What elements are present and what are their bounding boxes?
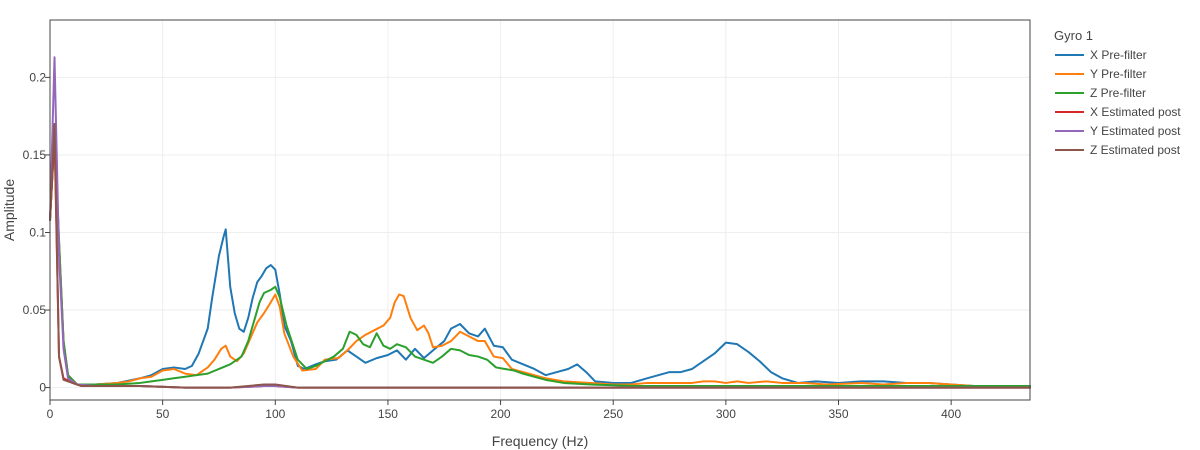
y-tick-label: 0.1 xyxy=(29,225,46,239)
x-tick-label: 50 xyxy=(156,407,170,421)
plot-series xyxy=(49,56,1031,389)
legend: Gyro 1 X Pre-filter Y Pre-filter Z Pre-fil… xyxy=(1054,28,1181,157)
legend-label-6: Z Estimated post xyxy=(1090,143,1181,157)
x-tick-label: 350 xyxy=(828,407,848,421)
x-tick-label: 100 xyxy=(265,407,285,421)
legend-label-3: Z Pre-filter xyxy=(1090,86,1146,100)
y-tick-label: 0 xyxy=(39,381,46,395)
legend-title: Gyro 1 xyxy=(1054,28,1093,43)
x-tick-label: 400 xyxy=(941,407,961,421)
series-line-1 xyxy=(49,130,1031,388)
legend-items: X Pre-filter Y Pre-filter Z Pre-filter X Es… xyxy=(1055,48,1181,157)
x-tick-label: 200 xyxy=(491,407,511,421)
legend-label-4: X Estimated post xyxy=(1090,105,1181,119)
legend-label-2: Y Pre-filter xyxy=(1090,67,1146,81)
x-axis-ticks: 0 50 100 150 200 250 300 350 400 xyxy=(47,400,961,421)
series-line-3 xyxy=(49,135,1031,388)
y-axis-ticks: 0 0.05 0.1 0.15 0.2 xyxy=(23,70,50,395)
y-tick-label: 0.15 xyxy=(23,148,47,162)
x-axis-title: Frequency (Hz) xyxy=(492,433,588,449)
x-tick-label: 0 xyxy=(47,407,54,421)
y-axis-title: Amplitude xyxy=(1,179,17,241)
y-tick-label: 0.05 xyxy=(23,303,47,317)
y-tick-label: 0.2 xyxy=(29,70,46,84)
x-tick-label: 250 xyxy=(603,407,623,421)
series-line-6 xyxy=(49,122,1031,389)
x-tick-label: 150 xyxy=(378,407,398,421)
legend-label-1: X Pre-filter xyxy=(1090,48,1147,62)
plot-frame xyxy=(49,19,1031,401)
legend-label-5: Y Estimated post xyxy=(1090,124,1181,138)
x-tick-label: 300 xyxy=(716,407,736,421)
